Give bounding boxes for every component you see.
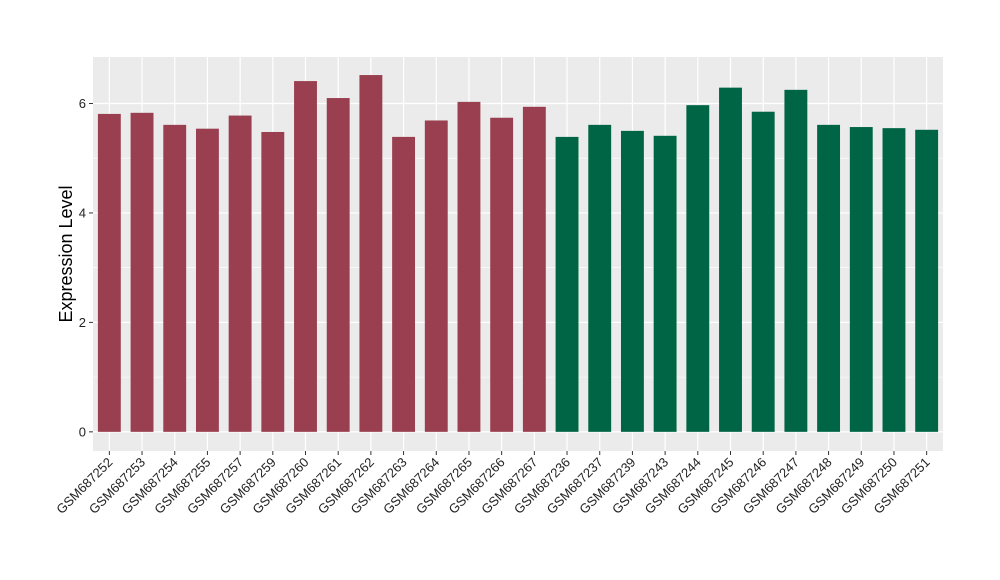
- bar-GSM687247: [784, 89, 808, 432]
- y-axis: 0 2 4 6: [79, 96, 93, 439]
- bar-GSM687259: [261, 131, 285, 432]
- bar-GSM687264: [424, 120, 448, 432]
- y-tick-label: 4: [79, 205, 86, 220]
- bar-GSM687239: [620, 130, 644, 432]
- bar-GSM687255: [195, 128, 219, 432]
- bar-GSM687257: [228, 115, 252, 432]
- bars: [97, 75, 939, 432]
- bar-GSM687244: [686, 105, 710, 432]
- bar-GSM687261: [326, 98, 350, 432]
- bar-GSM687250: [882, 128, 906, 432]
- bar-GSM687243: [653, 135, 677, 432]
- x-axis: GSM687252GSM687253GSM687254GSM687255GSM6…: [53, 451, 933, 517]
- plot-panel: [93, 57, 943, 451]
- bar-GSM687245: [719, 87, 742, 432]
- bar-GSM687266: [490, 117, 514, 432]
- bar-GSM687260: [294, 81, 317, 432]
- y-tick-label: 2: [79, 315, 86, 330]
- bar-GSM687249: [849, 127, 873, 432]
- y-axis-title: Expression Level: [56, 185, 76, 322]
- bar-GSM687248: [817, 124, 841, 432]
- bar-GSM687237: [588, 124, 612, 432]
- bar-GSM687251: [915, 129, 939, 432]
- bar-GSM687263: [392, 136, 416, 432]
- bar-GSM687262: [359, 75, 383, 432]
- bar-GSM687265: [457, 101, 481, 432]
- bar-GSM687252: [97, 113, 121, 432]
- bar-GSM687246: [751, 111, 775, 432]
- bar-GSM687254: [163, 124, 187, 432]
- y-tick-label: 6: [79, 96, 86, 111]
- bar-GSM687236: [555, 136, 579, 432]
- bar-GSM687267: [522, 106, 546, 432]
- y-tick-label: 0: [79, 424, 86, 439]
- bar-GSM687253: [130, 112, 154, 432]
